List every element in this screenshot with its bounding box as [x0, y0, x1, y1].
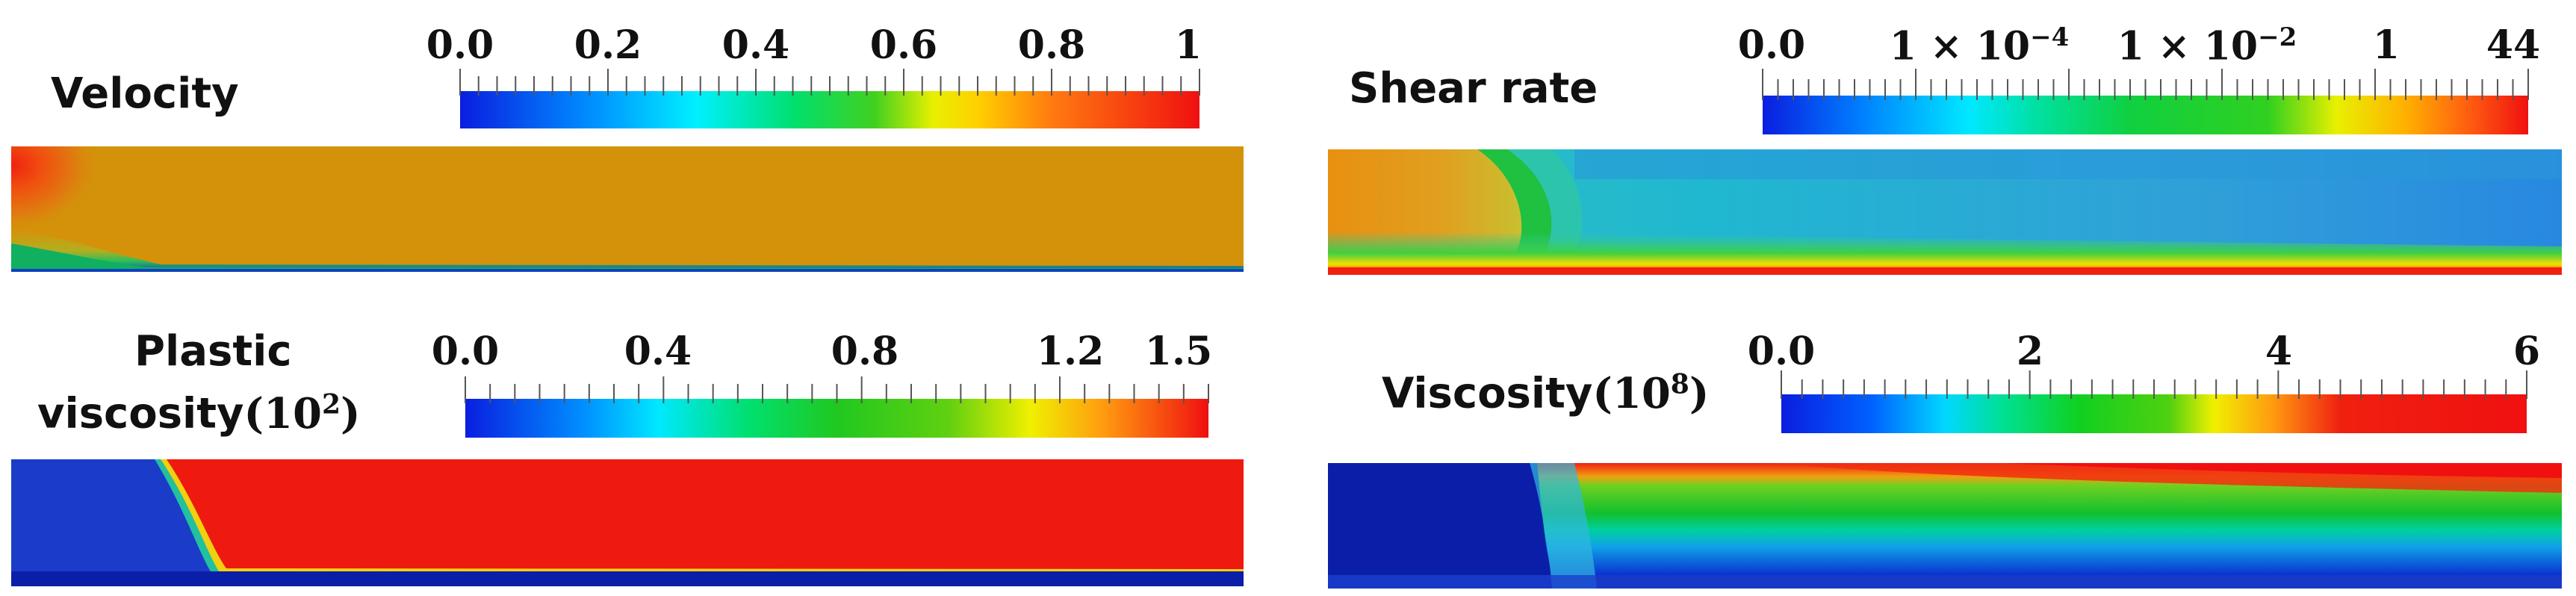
plastic-viscosity-colorbar-gradient: [465, 376, 1209, 438]
viscosity-tick-label: 0.0: [1747, 329, 1816, 374]
viscosity-tick-label: 2: [2016, 329, 2044, 374]
velocity-tick-label: 0.2: [574, 22, 642, 68]
shear-rate-tick-label: 44: [2486, 22, 2541, 68]
plastic-viscosity-tick-label: 0.0: [431, 329, 500, 374]
plastic-viscosity-tick-label: 0.8: [831, 329, 899, 374]
plastic-viscosity-title-line1: Plastic: [134, 327, 292, 376]
viscosity-colorbar: 0.0 2 4 6: [1748, 321, 2540, 448]
viscosity-title: Viscosity(108): [1382, 368, 1710, 418]
velocity-tick-label: 0.0: [426, 22, 494, 68]
viscosity-field: [1328, 463, 2562, 589]
shear-rate-colorbar-gradient: [1762, 69, 2529, 134]
viscosity-tick-label: 4: [2265, 329, 2293, 374]
velocity-field: [11, 146, 1244, 272]
shear-rate-tick-label: 0.0: [1737, 22, 1806, 68]
velocity-colorbar: 0.0 0.2 0.4 0.6 0.8 1: [426, 0, 1207, 134]
plastic-viscosity-tick-label: 0.4: [624, 329, 692, 374]
shear-rate-colorbar: 0.0 1 × 10−4 1 × 10−2 1 44: [1738, 0, 2541, 142]
plastic-viscosity-tick-label: 1.5: [1144, 329, 1213, 374]
velocity-tick-label: 0.8: [1017, 22, 1086, 68]
viscosity-tick-label: 6: [2513, 329, 2541, 374]
shear-rate-title: Shear rate: [1349, 64, 1598, 113]
shear-rate-tick-label: 1 × 10−2: [2117, 22, 2297, 69]
shear-rate-tick-label: 1 × 10−4: [1889, 22, 2070, 69]
velocity-tick-label: 0.4: [721, 22, 790, 68]
velocity-tick-label: 0.6: [869, 22, 938, 68]
plastic-viscosity-colorbar: 0.0 0.4 0.8 1.2 1.5: [432, 321, 1220, 448]
plastic-viscosity-field: [11, 459, 1244, 586]
shear-rate-tick-label: 1: [2372, 22, 2400, 68]
plastic-viscosity-tick-label: 1.2: [1036, 329, 1105, 374]
velocity-tick-label: 1: [1174, 22, 1202, 68]
viscosity-colorbar-gradient: [1781, 370, 2527, 433]
shear-rate-field: [1328, 149, 2562, 275]
velocity-title: Velocity: [51, 69, 239, 118]
velocity-colorbar-gradient: [459, 69, 1200, 128]
plastic-viscosity-title-line2: viscosity(102): [37, 388, 361, 438]
